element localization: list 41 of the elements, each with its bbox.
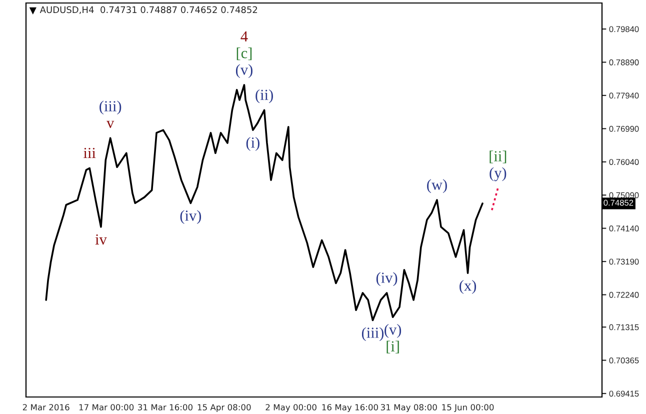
annotation: [c]: [236, 47, 252, 60]
y-tick-label: 0.79840: [609, 26, 639, 32]
y-tick-label: 0.73190: [609, 258, 639, 265]
y-tick-label: 0.75090: [609, 192, 639, 198]
y-tick-label: 0.71315: [609, 324, 639, 330]
x-tick-label: 2 Mar 2016: [22, 404, 70, 410]
annotation: (v): [384, 324, 402, 338]
chart-title: AUDUSD,H4 0.74731 0.74887 0.74652 0.74852: [40, 6, 258, 14]
annotation: (iv): [376, 272, 398, 286]
annotation: [i]: [386, 340, 399, 354]
x-tick-label: 31 May 08:00: [380, 404, 437, 412]
annotation: (iii): [100, 100, 122, 114]
annotation: 4: [240, 31, 248, 42]
annotation: [ii]: [490, 150, 506, 164]
x-tick-label: 15 Jun 00:00: [442, 404, 494, 412]
annotation: (iii): [362, 327, 384, 342]
x-tick-label: 15 Apr 08:00: [198, 404, 251, 412]
annotation: v: [106, 120, 114, 128]
x-tick-label: 16 May 16:00: [322, 404, 378, 412]
line-series: [45, 84, 484, 322]
text: 0.74852: [604, 200, 634, 206]
y-tick-label: 0.74140: [609, 226, 639, 232]
y-tick-label: 0.76990: [609, 126, 639, 132]
annotation: (w): [427, 179, 447, 194]
x-tick-label: 2 May 00:00: [266, 404, 316, 412]
annotation: iv: [95, 234, 107, 245]
annotation: (v): [236, 64, 252, 78]
annotation: (x): [460, 280, 476, 294]
y-tick-label: 0.70365: [609, 357, 639, 364]
y-tick-label: 0.69415: [609, 390, 639, 397]
x-tick-label: 17 Mar 00:00: [79, 404, 134, 410]
y-tick-label: 0.78890: [609, 59, 639, 66]
y-tick-label: 0.72240: [609, 292, 639, 298]
x-tick-label: 31 Mar 16:00: [138, 404, 192, 410]
annotation: (y): [490, 167, 506, 182]
annotation: iii: [84, 148, 96, 158]
annotation: (iv): [180, 210, 202, 224]
y-tick-label: 0.77940: [609, 92, 639, 99]
y-tick-label: 0.76040: [609, 159, 639, 165]
annotation: (ii): [256, 89, 273, 104]
annotation: (i): [246, 137, 260, 151]
